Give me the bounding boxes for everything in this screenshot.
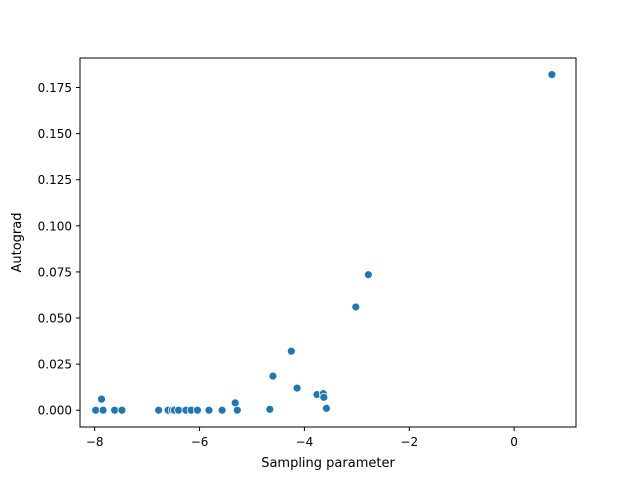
scatter-point	[154, 405, 164, 415]
x-tick-label: −2	[400, 435, 418, 449]
x-axis-ticks: −8 −6 −4 −2 0	[86, 427, 518, 449]
x-tick-label: 0	[510, 435, 518, 449]
scatter-point	[232, 405, 242, 415]
y-tick-label: 0.150	[38, 127, 72, 141]
x-axis-label: Sampling parameter	[261, 456, 395, 471]
scatter-point	[363, 270, 373, 280]
y-tick-label: 0.175	[38, 81, 72, 95]
scatter-point	[351, 302, 361, 312]
x-tick-label: −8	[86, 435, 104, 449]
y-tick-label: 0.025	[38, 358, 72, 372]
scatter-point	[268, 371, 278, 381]
scatter-point	[319, 392, 329, 402]
scatter-point	[217, 405, 227, 415]
y-axis-label: Autograd	[10, 213, 25, 273]
scatter-point	[230, 398, 240, 408]
x-tick-label: −4	[296, 435, 314, 449]
y-tick-label: 0.050	[38, 312, 72, 326]
scatter-point	[174, 405, 183, 415]
scatter-point	[322, 403, 331, 413]
y-tick-label: 0.075	[38, 265, 72, 279]
y-axis-ticks: 0.000 0.025 0.050 0.075 0.100 0.125 0.150 0.175	[38, 81, 80, 418]
scatter-point	[286, 346, 296, 356]
axes-frame	[79, 57, 577, 428]
scatter-point	[110, 405, 120, 415]
scatter-point	[97, 394, 106, 404]
scatter-point	[117, 405, 127, 415]
scatter-point	[292, 383, 302, 393]
scatter-point	[91, 405, 101, 415]
scatter-point	[193, 405, 202, 415]
scatter-point	[547, 70, 557, 79]
y-tick-label: 0.125	[38, 173, 72, 187]
scatter-point	[204, 405, 214, 415]
y-tick-label: 0.000	[38, 404, 72, 418]
scatter-point	[265, 404, 275, 414]
data-points	[91, 70, 557, 415]
x-tick-label: −6	[191, 435, 209, 449]
scatter-point	[98, 405, 108, 415]
y-tick-label: 0.100	[38, 219, 72, 233]
